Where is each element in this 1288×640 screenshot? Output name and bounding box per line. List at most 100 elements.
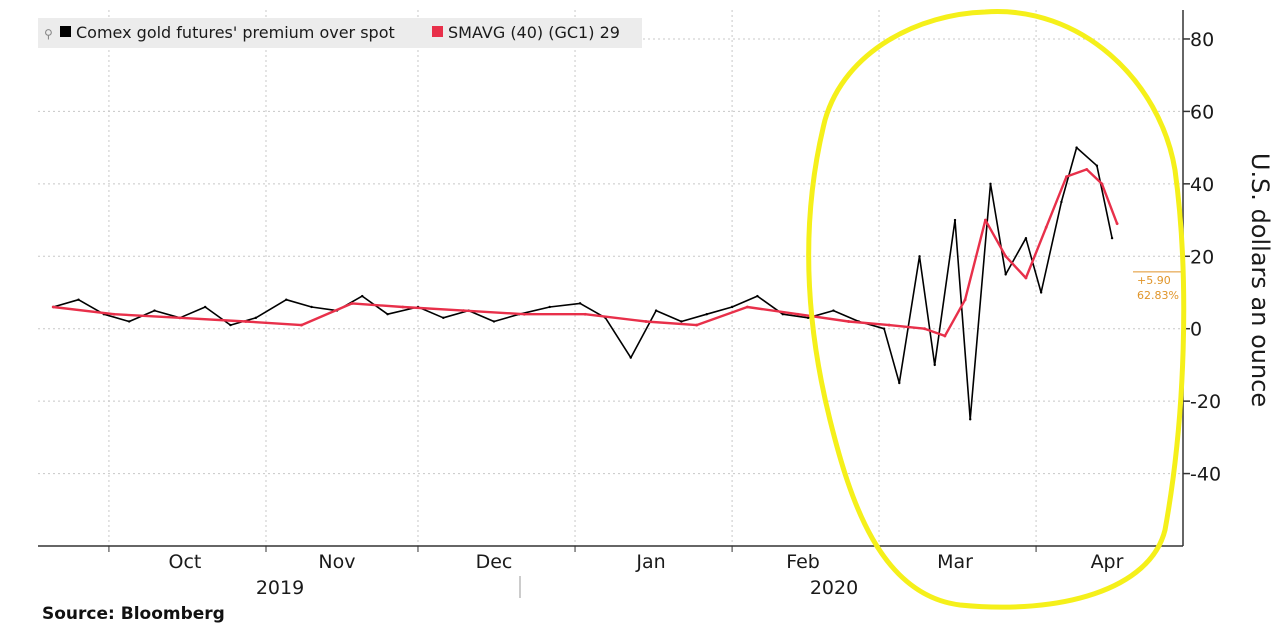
smavg-point [923, 327, 927, 331]
smavg-point [1065, 175, 1068, 178]
legend-background [38, 18, 642, 48]
source-note: Source: Bloomberg [42, 604, 225, 624]
premium-point [730, 305, 734, 309]
y-ticks: 80 60 40 20 0 -20 -40 [1183, 29, 1221, 486]
premium-point [1060, 200, 1063, 204]
last-value-marker: +5.90 62.83% [1133, 271, 1183, 302]
y-tick-label: -40 [1190, 464, 1221, 486]
legend-swatch-smavg [432, 26, 443, 37]
highlight-ellipse [806, 9, 1187, 610]
premium-point [989, 182, 992, 186]
premium-point [654, 309, 658, 312]
premium-point [578, 302, 582, 305]
x-tick-label: Dec [476, 551, 513, 573]
last-value-percent: 62.83% [1137, 289, 1179, 302]
smavg-point [178, 316, 182, 320]
premium-point [806, 316, 810, 320]
year-label-2020: 2020 [810, 577, 858, 599]
series-smavg [51, 167, 1119, 338]
smavg-point [51, 305, 55, 309]
smavg-point [1085, 167, 1089, 171]
y-tick-label: 0 [1190, 319, 1202, 341]
smavg-point [1044, 225, 1048, 229]
x-ticks: Oct Nov Dec Jan Feb Mar Apr [108, 546, 1124, 573]
x-tick-label: Apr [1091, 551, 1124, 573]
smavg-point [583, 312, 587, 316]
premium-point [933, 363, 936, 367]
smavg-point [300, 323, 303, 327]
premium-point [1110, 236, 1114, 240]
premium-point [310, 305, 313, 309]
premium-point [285, 298, 288, 301]
x-tick-label: Mar [937, 551, 973, 573]
smavg-point [963, 298, 967, 302]
y-tick-label: 60 [1190, 101, 1214, 123]
premium-point [127, 320, 131, 323]
legend-label-smavg: SMAVG (40) (GC1) 29 [448, 23, 620, 42]
x-tick-label: Oct [168, 551, 201, 573]
smavg-point [1004, 254, 1008, 258]
premium-point [1075, 146, 1078, 149]
legend-pin-icon: ⚲ [44, 27, 53, 41]
x-tick-label: Nov [318, 551, 355, 573]
smavg-point [695, 323, 699, 327]
grid [38, 10, 1183, 546]
premium-point [77, 298, 80, 301]
premium-point [1095, 164, 1099, 167]
x-tick-label: Feb [786, 551, 820, 573]
premium-point [548, 305, 551, 309]
y-axis-label: U.S. dollars an ounce [1246, 153, 1274, 407]
smavg-point [462, 309, 465, 312]
series-premium [51, 146, 1114, 421]
premium-point [705, 313, 708, 316]
last-value-change: +5.90 [1137, 274, 1171, 287]
premium-point [492, 320, 496, 323]
premium-point [969, 418, 972, 421]
premium-point [203, 305, 207, 309]
legend: ⚲ Comex gold futures' premium over spot … [38, 18, 642, 48]
premium-point [756, 294, 759, 298]
smavg-point [522, 312, 526, 316]
smavg-point [644, 320, 648, 323]
premium-point [832, 309, 835, 312]
smavg-point [984, 218, 987, 222]
premium-point [629, 356, 632, 359]
premium-point [442, 316, 445, 320]
premium-point [1024, 236, 1028, 240]
y-tick-label: 20 [1190, 246, 1214, 268]
smavg-point [350, 301, 354, 305]
premium-point [361, 294, 364, 298]
y-tick-label: -20 [1190, 391, 1221, 413]
premium-point [1004, 273, 1007, 276]
smavg-point [745, 305, 749, 309]
premium-point [153, 309, 156, 312]
smavg-point [401, 305, 405, 309]
x-tick-label: Jan [635, 551, 665, 573]
year-label-2019: 2019 [256, 577, 304, 599]
premium-point [254, 316, 258, 320]
series-layer [51, 146, 1119, 421]
smavg-point [887, 323, 891, 327]
smavg-point [1100, 182, 1104, 186]
premium-point [781, 313, 784, 316]
y-tick-label: 40 [1190, 174, 1214, 196]
smavg-point [244, 320, 248, 323]
premium-point [229, 323, 232, 327]
premium-line [52, 146, 1113, 421]
premium-point [680, 320, 683, 323]
premium-point [1039, 291, 1043, 294]
smavg-point [943, 334, 947, 338]
smavg-point [847, 320, 851, 323]
premium-point [386, 313, 389, 316]
premium-point [953, 218, 957, 222]
premium-point [882, 327, 886, 330]
premium-point [898, 381, 901, 385]
smavg-point [1024, 276, 1028, 280]
legend-label-premium: Comex gold futures' premium over spot [76, 23, 395, 42]
legend-swatch-premium [60, 26, 71, 37]
smavg-point [112, 312, 116, 316]
smavg-point [796, 312, 800, 316]
smavg-point [1115, 222, 1119, 226]
y-tick-label: 80 [1190, 29, 1214, 51]
